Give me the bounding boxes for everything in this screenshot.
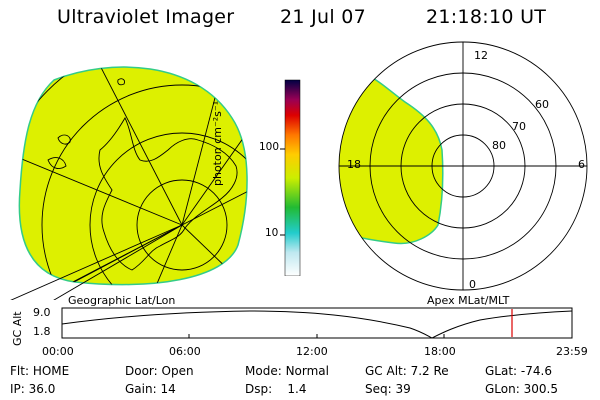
magnetic-map-title: Apex MLat/MLT (427, 294, 510, 307)
altitude-axis-title: GC Alt (11, 311, 24, 346)
instrument-title: Ultraviolet Imager (57, 6, 235, 28)
altitude-ymin: 1.8 (33, 325, 51, 338)
info-flt: Flt: HOME (10, 364, 70, 378)
mlt-label-12: 12 (474, 49, 488, 62)
mlt-label-6: 6 (578, 158, 585, 171)
magnetic-polar-plot (338, 41, 588, 291)
lat-label-60: 60 (535, 98, 549, 111)
time-label: 21:18:10 UT (426, 6, 547, 28)
time-axis-0600: 06:00 (169, 345, 201, 358)
info-door: Door: Open (125, 364, 194, 378)
info-dsp: Dsp: 1.4 (245, 382, 307, 396)
colorbar-tick-100: 100 (259, 141, 280, 153)
altitude-plot (61, 307, 573, 339)
info-glat: GLat: -74.6 (485, 364, 552, 378)
geographic-map (10, 66, 248, 300)
info-glon: GLon: 300.5 (485, 382, 558, 396)
info-gain: Gain: 14 (125, 382, 176, 396)
info-mode: Mode: Normal (245, 364, 329, 378)
lat-label-70: 70 (512, 120, 526, 133)
mlt-label-18: 18 (347, 158, 361, 171)
date-label: 21 Jul 07 (280, 6, 367, 28)
time-axis-2359: 23:59 (556, 345, 588, 358)
intensity-colorbar (280, 79, 301, 276)
geographic-map-title: Geographic Lat/Lon (68, 294, 176, 307)
time-axis-0000: 00:00 (42, 345, 74, 358)
altitude-ymax: 9.0 (33, 306, 51, 319)
info-ip: IP: 36.0 (10, 382, 56, 396)
colorbar-tick-10: 10 (265, 227, 279, 239)
lat-label-80: 80 (492, 139, 506, 152)
time-axis-1200: 12:00 (296, 345, 328, 358)
mlt-label-0: 0 (469, 278, 476, 291)
info-seq: Seq: 39 (365, 382, 411, 396)
aurora-image-magnetic (339, 67, 444, 245)
altitude-curve (61, 310, 573, 339)
colorbar-units: photon cm⁻²s⁻¹ (211, 100, 224, 186)
time-axis-1800: 18:00 (424, 345, 456, 358)
info-gc-alt: GC Alt: 7.2 Re (365, 364, 449, 378)
